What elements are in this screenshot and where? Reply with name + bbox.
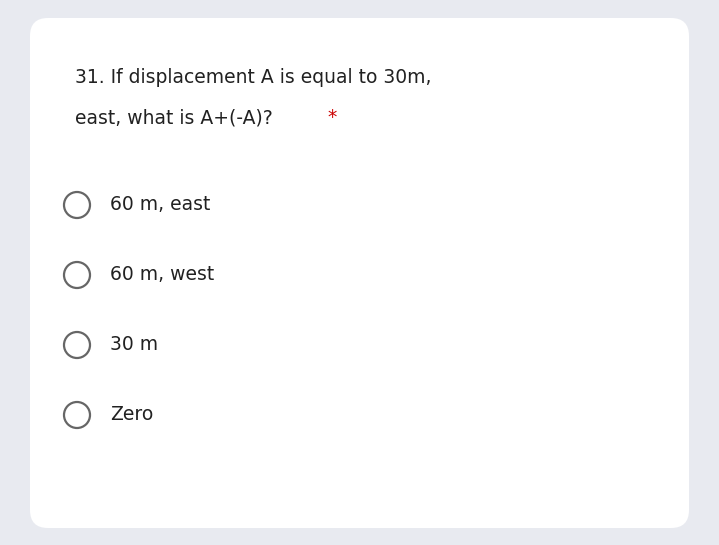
- Text: 31. If displacement A is equal to 30m,: 31. If displacement A is equal to 30m,: [75, 68, 431, 87]
- Text: 60 m, west: 60 m, west: [110, 265, 214, 284]
- FancyBboxPatch shape: [30, 18, 689, 528]
- Text: 30 m: 30 m: [110, 336, 158, 354]
- Text: 60 m, east: 60 m, east: [110, 196, 211, 215]
- Text: east, what is A+(-A)?: east, what is A+(-A)?: [75, 108, 279, 127]
- Text: Zero: Zero: [110, 405, 153, 425]
- Text: *: *: [327, 108, 336, 127]
